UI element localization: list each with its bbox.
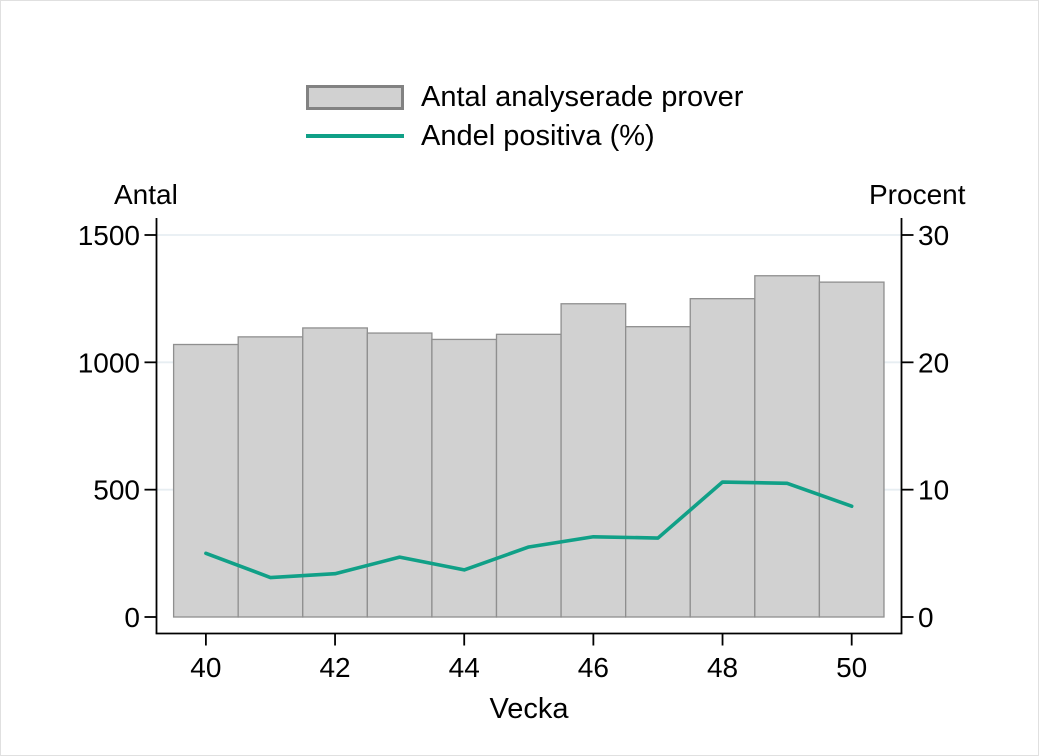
positivity-line (204, 480, 854, 580)
x-tick-label-40: 40 (190, 652, 221, 683)
bar-week-50 (818, 281, 885, 618)
x-tick-label-42: 42 (319, 652, 350, 683)
x-tick-label-46: 46 (578, 652, 609, 683)
bar-week-46 (560, 303, 627, 618)
left-tick-label-1000: 1000 (78, 347, 140, 378)
legend-item-line: Andel positiva (%) (306, 120, 743, 152)
right-tick-label-10: 10 (918, 475, 949, 506)
legend-item-bars: Antal analyserade prover (306, 81, 744, 113)
left-axis-title: Antal (114, 179, 178, 210)
teal-line-swatch (306, 134, 404, 138)
x-tick-label-50: 50 (836, 652, 867, 683)
left-tick-label-0: 0 (124, 602, 140, 633)
bar-week-40 (172, 343, 239, 618)
x-tick-label-48: 48 (707, 652, 738, 683)
bar-week-48 (689, 298, 756, 618)
legend-line-label: Andel positiva (%) (421, 120, 655, 152)
legend: Antal analyserade prover Andel positiva … (306, 81, 744, 162)
bar-week-49 (754, 275, 821, 618)
right-tick-label-30: 30 (918, 220, 949, 251)
bar-week-43 (366, 332, 433, 618)
bar-week-47 (625, 326, 691, 618)
legend-bar-label: Antal analyserade prover (421, 81, 744, 113)
left-tick-label-500: 500 (93, 475, 140, 506)
right-tick-label-0: 0 (918, 602, 934, 633)
bar-week-44 (431, 338, 498, 618)
legend-bar-swatch (306, 84, 404, 110)
left-tick-label-1500: 1500 (78, 220, 140, 251)
bar-week-45 (495, 333, 562, 618)
legend-line-swatch (306, 124, 404, 149)
right-tick-label-20: 20 (918, 347, 949, 378)
x-axis-title: Vecka (489, 693, 569, 725)
right-axis-title: Procent (869, 179, 966, 210)
x-tick-label-44: 44 (449, 652, 480, 683)
